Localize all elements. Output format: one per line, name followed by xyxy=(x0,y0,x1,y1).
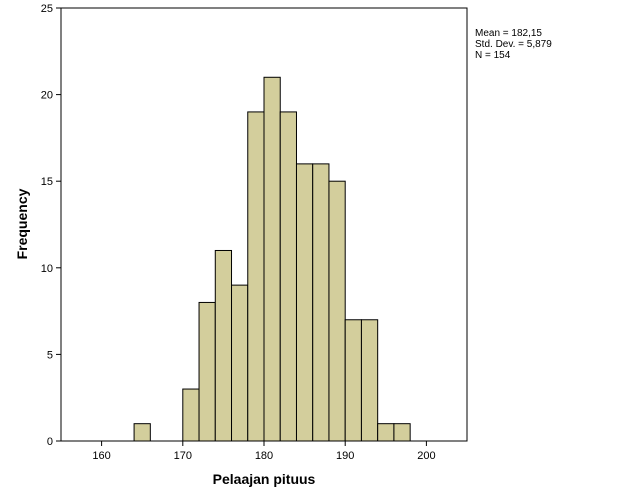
y-tick-label: 25 xyxy=(41,3,53,15)
y-tick-label: 15 xyxy=(41,176,53,188)
histogram-bar xyxy=(133,423,151,442)
x-tick-label: 200 xyxy=(417,450,435,462)
x-tick-label: 180 xyxy=(255,450,273,462)
stats-n: N = 154 xyxy=(475,50,511,61)
histogram-bar xyxy=(360,319,379,442)
histogram-bar xyxy=(182,388,200,442)
histogram-bar xyxy=(231,284,249,442)
histogram-bar xyxy=(279,111,297,442)
y-tick-label: 0 xyxy=(47,436,53,448)
histogram-bar xyxy=(214,249,233,442)
histogram-bar xyxy=(295,163,314,442)
histogram-bar xyxy=(344,319,362,442)
stats-mean: Mean = 182,15 xyxy=(475,28,542,39)
histogram-bar xyxy=(247,111,265,442)
histogram-bar xyxy=(263,76,281,442)
stats-legend: Mean = 182,15 Std. Dev. = 5,879 N = 154 xyxy=(475,28,552,61)
x-axis-title: Pelaajan pituus xyxy=(213,471,316,487)
histogram-bar xyxy=(198,301,216,442)
x-tick-label: 190 xyxy=(336,450,354,462)
y-axis: 0 5 10 15 20 25 xyxy=(41,3,61,448)
histogram-bar xyxy=(377,423,395,442)
x-tick-label: 160 xyxy=(92,450,110,462)
y-tick-label: 5 xyxy=(47,349,53,361)
y-tick-label: 20 xyxy=(41,90,53,102)
x-axis: 160 170 180 190 200 xyxy=(92,441,436,462)
histogram-bar xyxy=(393,423,411,442)
bars-group xyxy=(133,76,411,442)
stats-std-dev: Std. Dev. = 5,879 xyxy=(475,39,552,50)
x-tick-label: 170 xyxy=(174,450,192,462)
y-axis-title: Frequency xyxy=(14,188,30,259)
y-tick-label: 10 xyxy=(41,263,53,275)
histogram-bar xyxy=(328,180,346,442)
histogram-bar xyxy=(312,163,330,442)
